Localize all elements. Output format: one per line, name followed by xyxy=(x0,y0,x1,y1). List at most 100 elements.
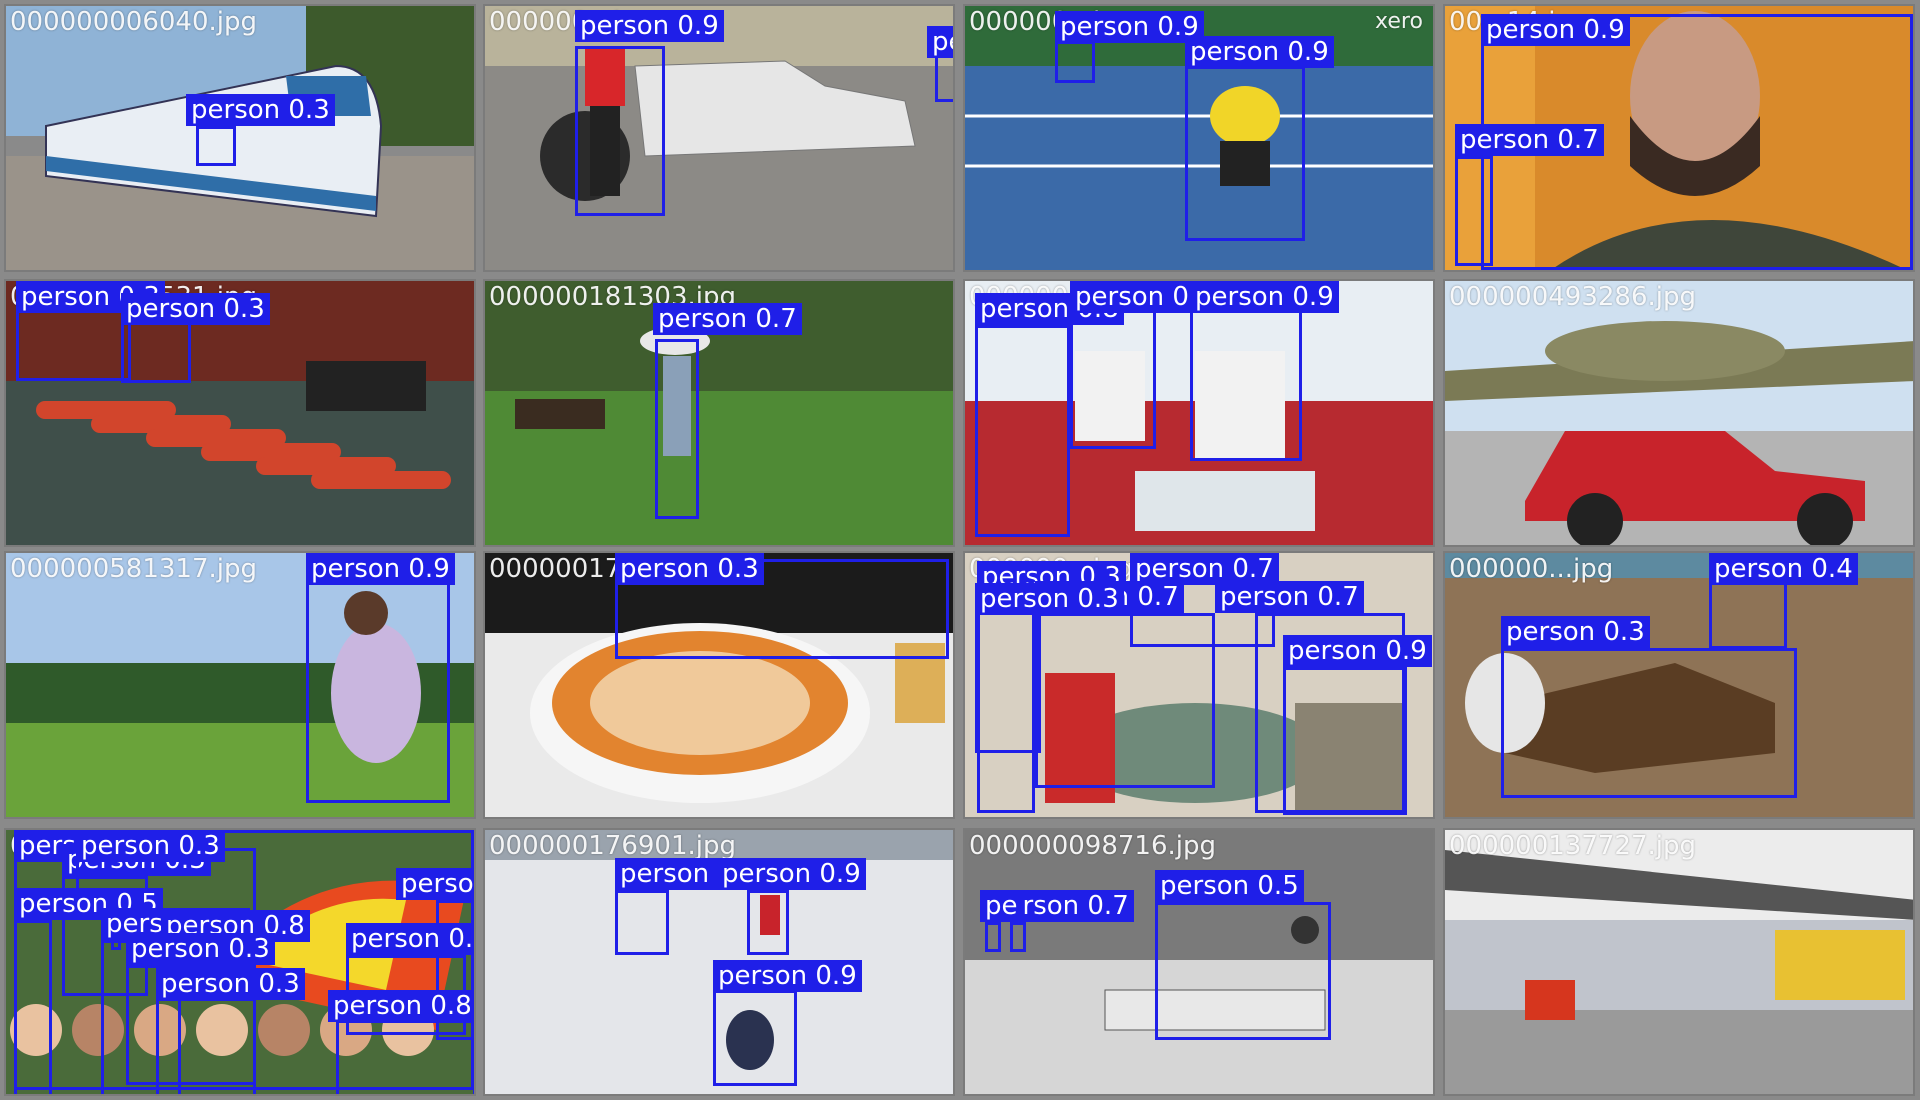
detection-label: person 0.3 xyxy=(1501,616,1650,648)
detection-label: person 0.9 xyxy=(927,26,953,58)
detection-box xyxy=(196,126,236,166)
detection-box xyxy=(1070,299,1156,449)
image-filename: 000000006040.jpg xyxy=(10,7,257,37)
detection-label: person 0.9 xyxy=(1481,14,1630,46)
detection-label: person 0.3 xyxy=(156,968,305,1000)
detection-box xyxy=(156,998,256,1094)
platform xyxy=(1445,1010,1913,1094)
detection-label: person 0.8 xyxy=(396,868,474,900)
shirt xyxy=(331,623,421,763)
truck xyxy=(634,60,916,157)
detection-box xyxy=(1255,613,1405,813)
detection-box xyxy=(1010,922,1026,952)
detection-label: person 0.3 xyxy=(126,933,275,965)
detection-label: person 0.7 xyxy=(1455,124,1604,156)
detection-box xyxy=(306,573,450,803)
sponsor-sign: xero xyxy=(1375,9,1423,34)
image-tile: 000000...jpg person 0.9 person 0.9 xero xyxy=(963,4,1435,272)
detection-label: person 0.3 xyxy=(975,583,1124,615)
image-filename: 000000493286.jpg xyxy=(1449,282,1696,312)
image-tile: 000000006040.jpg person 0.3 xyxy=(4,4,476,272)
detection-box xyxy=(1155,902,1331,1040)
scene-photo xyxy=(485,553,953,817)
detection-label: person 0.3 xyxy=(615,553,764,585)
detection-label: person 0.9 xyxy=(713,960,862,992)
tram-stripe xyxy=(46,156,376,211)
detection-box xyxy=(1035,613,1215,788)
image-filename: 000000098716.jpg xyxy=(969,831,1216,861)
umbrella-stripe xyxy=(246,898,406,990)
detection-box xyxy=(1501,648,1797,798)
bench xyxy=(1104,989,1326,1031)
detection-box xyxy=(1283,667,1407,815)
detection-box xyxy=(1055,41,1095,83)
detection-label: person 0.9 xyxy=(306,553,455,585)
sausage xyxy=(256,457,396,475)
image-filename: 000000176901.jpg xyxy=(489,831,736,861)
shirt xyxy=(1465,653,1545,753)
detection-box xyxy=(336,1020,474,1094)
sausage xyxy=(201,443,341,461)
locomotive xyxy=(1775,930,1905,1000)
wheel xyxy=(1567,493,1623,545)
detection-label: person 0.7 xyxy=(653,303,802,335)
sausage xyxy=(91,415,231,433)
detection-box xyxy=(1709,577,1787,649)
canopy xyxy=(1445,850,1913,920)
scene-photo xyxy=(1445,6,1913,270)
detection-label: person 0.5 xyxy=(1155,870,1304,902)
cheese xyxy=(590,651,810,755)
detection-box xyxy=(14,920,52,1094)
detection-box xyxy=(575,46,665,216)
image-tile: 000000493286.jpg xyxy=(1443,279,1915,547)
sausage xyxy=(146,429,286,447)
detection-label: person 0.3 xyxy=(76,830,225,862)
scene-photo xyxy=(1445,553,1913,817)
red-shirt xyxy=(1045,673,1115,803)
detection-box xyxy=(615,559,949,659)
person-shirt xyxy=(585,46,625,106)
image-tile: 000000176901.jpg person 0.8 person 0.9 pers… xyxy=(483,828,955,1096)
detection-label: person 0.7 xyxy=(1130,553,1279,585)
detection-label: person 0.9 xyxy=(1185,36,1334,68)
trees xyxy=(485,830,953,860)
detection-label: person 0.3 xyxy=(121,293,270,325)
detection-box xyxy=(1185,66,1305,241)
scene-photo xyxy=(6,281,474,545)
scene-photo xyxy=(1445,281,1913,545)
detection-label: person 0.7 xyxy=(1215,581,1364,613)
detection-label: person 0.9 xyxy=(1283,635,1432,667)
scene-photo xyxy=(1445,830,1913,1094)
face xyxy=(1630,11,1760,181)
person xyxy=(1291,916,1319,944)
tshirt xyxy=(1195,351,1285,461)
detection-box xyxy=(975,325,1070,537)
scene-photo xyxy=(6,6,474,270)
shorts xyxy=(1505,663,1775,773)
court xyxy=(965,66,1433,270)
sausage xyxy=(36,401,176,419)
detection-box xyxy=(436,900,474,1040)
detection-label: person 0.3 xyxy=(186,94,335,126)
image-tile: 000000...jpg person 0.4 person 0.3 xyxy=(1443,551,1915,819)
detection-box xyxy=(655,339,699,519)
cupcakes xyxy=(1135,471,1315,531)
image-tile: 000000177213.jpg person 0.3 xyxy=(483,551,955,819)
image-tile: 000000581317.jpg person 0.9 xyxy=(4,551,476,819)
table xyxy=(1065,703,1325,803)
skier xyxy=(726,1010,774,1070)
detection-label: person 0.9 xyxy=(1190,281,1339,313)
image-filename: 000000581317.jpg xyxy=(10,554,257,584)
beard xyxy=(1630,116,1760,196)
detection-box xyxy=(713,990,797,1086)
scene-photo xyxy=(485,6,953,270)
plane-body xyxy=(1545,321,1785,381)
detection-box xyxy=(747,890,789,955)
fence xyxy=(515,399,605,429)
